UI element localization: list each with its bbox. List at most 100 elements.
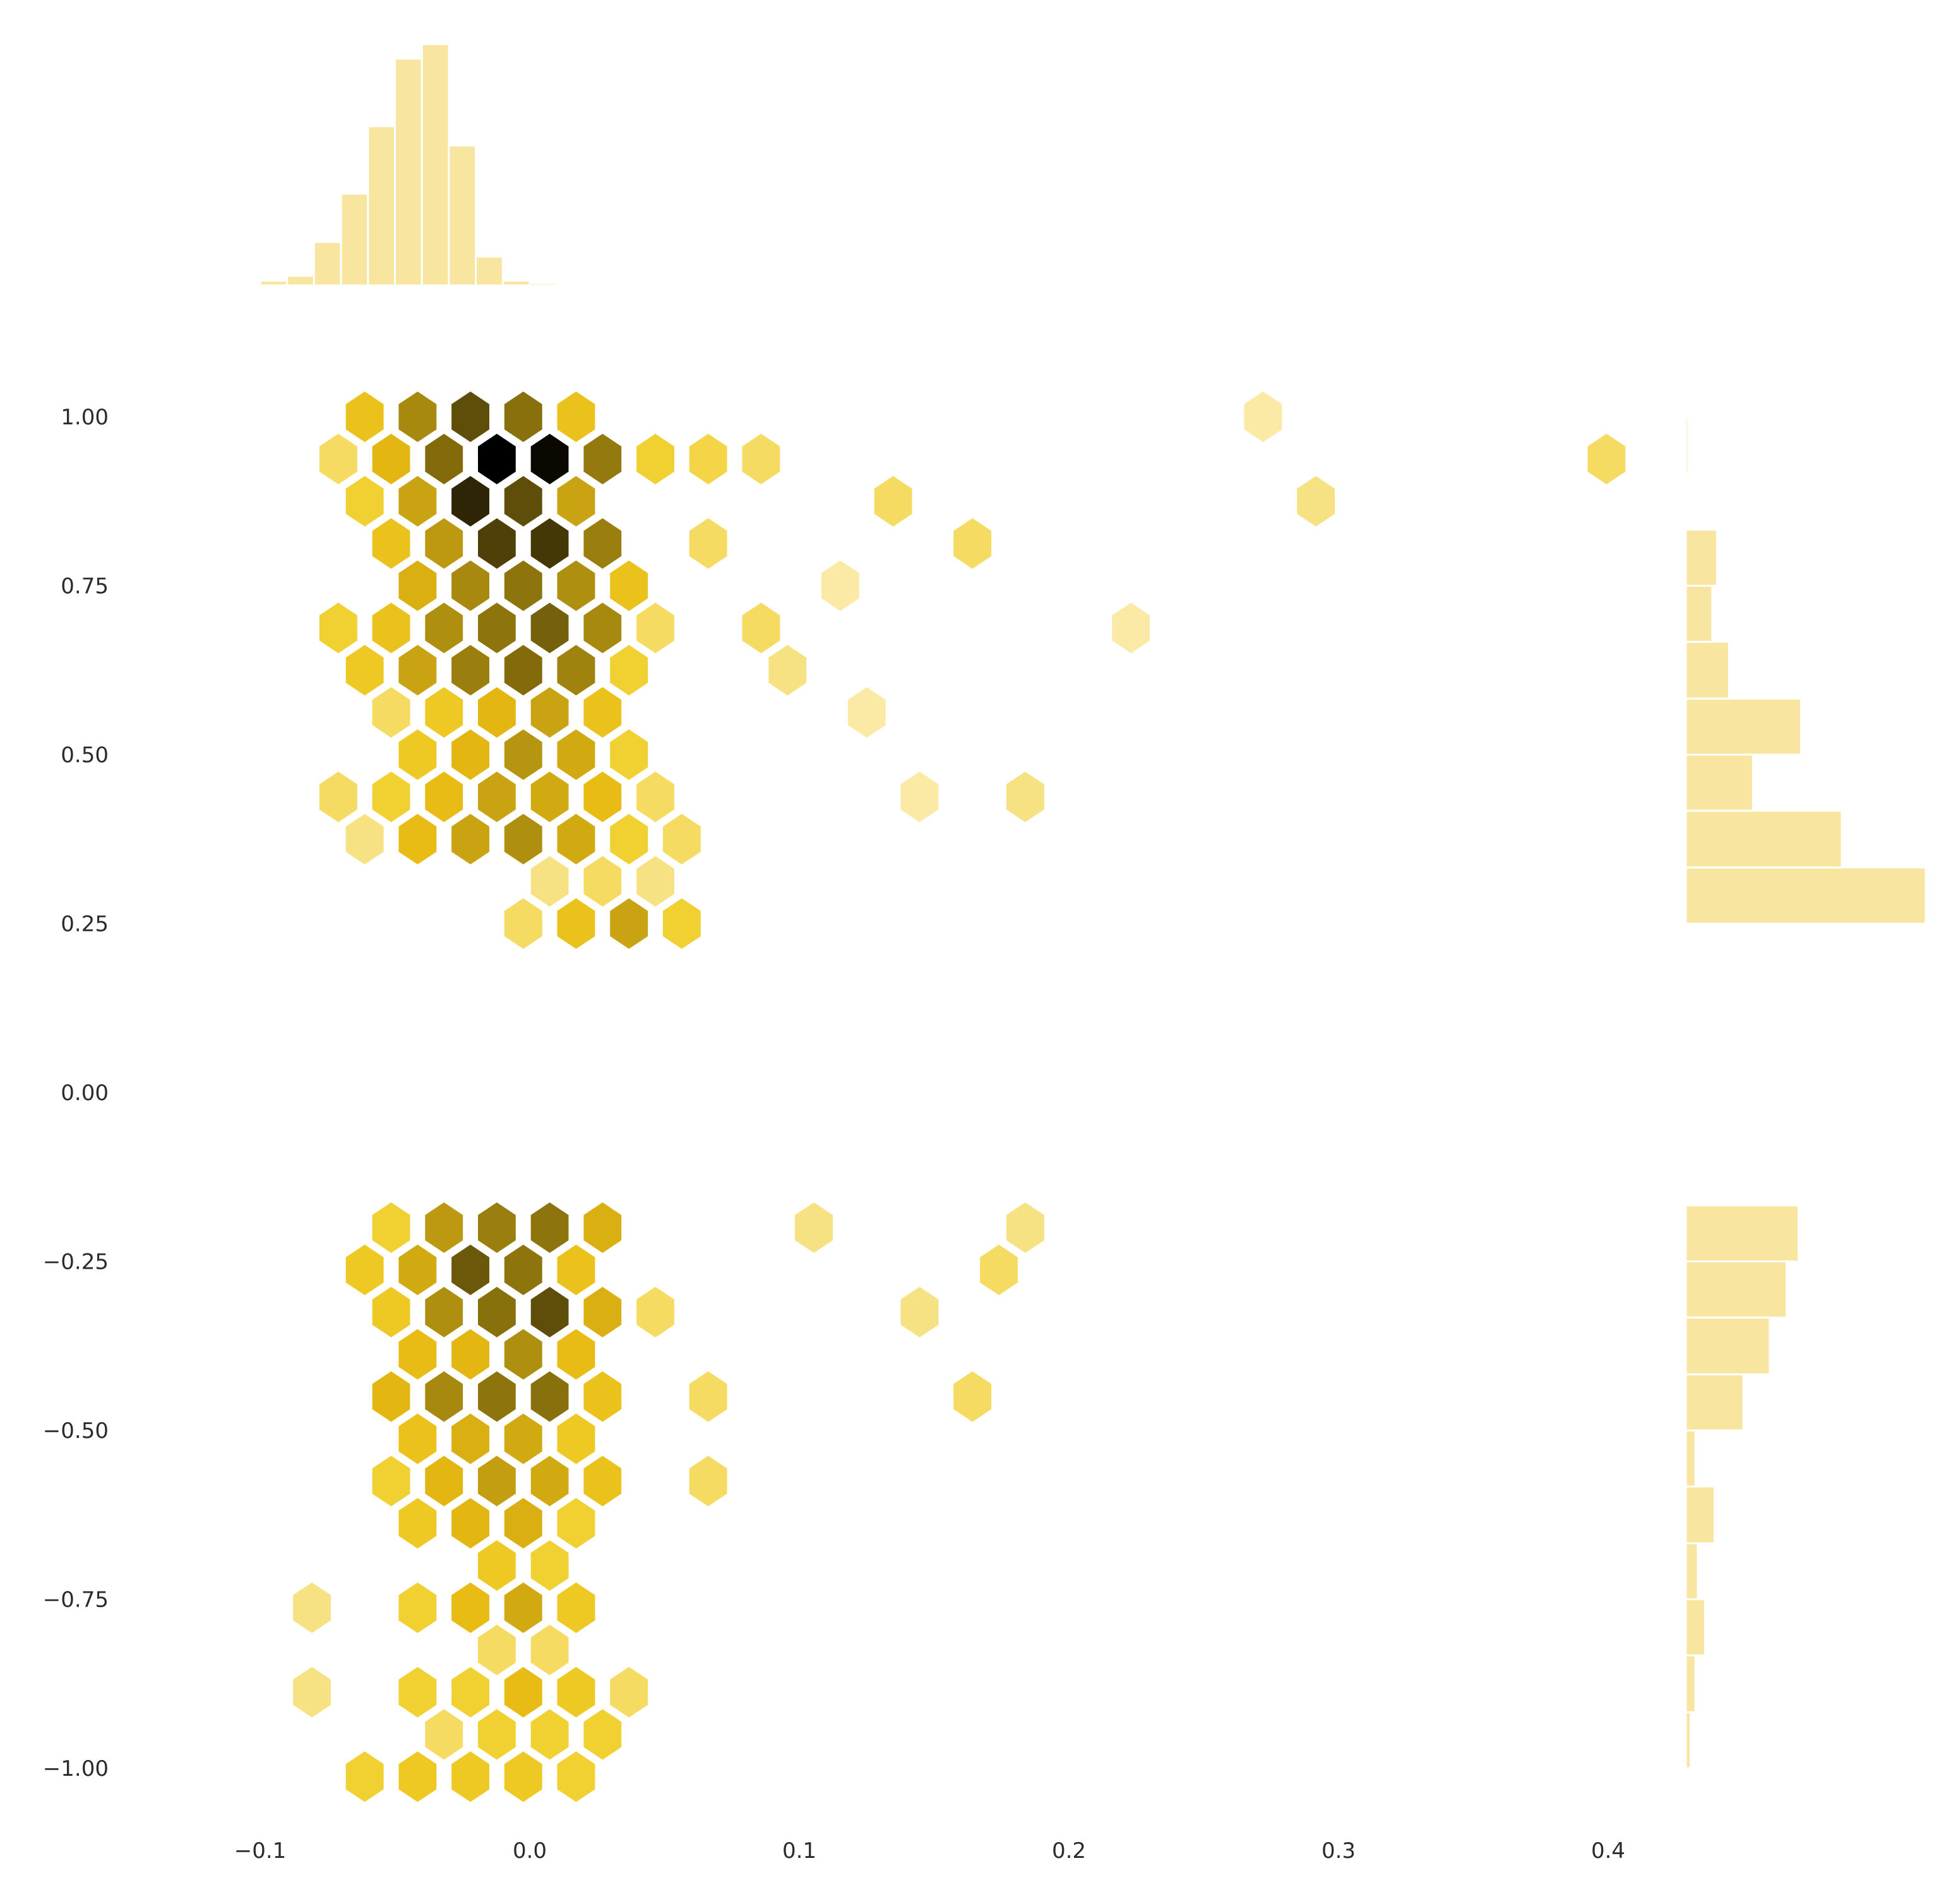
hexbin-cell (557, 1667, 595, 1718)
hexbin-cell (530, 1456, 569, 1507)
hexbin-cell (557, 1751, 595, 1802)
x-tick-label: −0.1 (234, 1838, 287, 1864)
hexbin-cell (1112, 602, 1150, 654)
marginal-x-bar (286, 275, 315, 287)
marginal-x-bar (394, 57, 423, 287)
hexbin-cell (425, 433, 463, 484)
hexbin-cell (530, 1286, 569, 1338)
hexbin-cell (557, 1329, 595, 1380)
hexbin-cell (451, 1498, 489, 1549)
x-axis-ticks: −0.1 0.0 0.1 0.2 0.3 0.4 (234, 1838, 1625, 1864)
hexbin-cell (398, 1329, 437, 1380)
hexbin-cell (583, 1286, 622, 1338)
hexbin-cell (557, 392, 595, 442)
hexbin-cell (478, 771, 516, 822)
hexbin-cell (504, 392, 542, 442)
marginal-y-bar (1685, 640, 1730, 700)
hexbin-cell (504, 560, 542, 611)
x-tick-label: 0.4 (1591, 1838, 1625, 1864)
y-tick-label: 0.50 (61, 743, 109, 768)
hexbin-cell (530, 433, 569, 484)
x-tick-label: 0.1 (782, 1838, 816, 1864)
hexbin-cell (398, 645, 437, 696)
hexbin-cell (610, 813, 648, 865)
hexbin-cell (610, 560, 648, 611)
hexbin-cell (557, 898, 595, 949)
hexbin-cell (900, 771, 939, 822)
hexbin-cell (478, 1286, 516, 1338)
hexbin-cell (372, 771, 410, 822)
hexbin-cell (478, 602, 516, 654)
marginal-x-bar (340, 193, 369, 287)
y-tick-label: −0.50 (43, 1418, 109, 1444)
hexbin-cell (530, 856, 569, 907)
hexbin-cell (425, 771, 463, 822)
marginal-y-bar (1685, 585, 1714, 643)
hexbin-cell (293, 1667, 331, 1718)
hexbin-cell (583, 1202, 622, 1253)
hexbin-cell (319, 771, 357, 822)
hexbin-cell (478, 1624, 516, 1675)
hexbin-cell (451, 1582, 489, 1633)
hexbin-cell (293, 1582, 331, 1633)
hexbin-cell (425, 602, 463, 654)
y-tick-label: −0.75 (43, 1588, 109, 1613)
hexbin-cell (425, 1456, 463, 1507)
hexbin-cell (319, 433, 357, 484)
hexbin-cell (478, 1202, 516, 1253)
hexbin-cell (345, 1751, 384, 1802)
hexbin-cell (557, 476, 595, 527)
marginal-y-histogram (1685, 416, 1927, 1769)
hexbin-cell (742, 433, 780, 484)
hexbin-cell (689, 518, 727, 569)
marginal-y-bar (1685, 472, 1689, 531)
hexbin-cell (557, 813, 595, 865)
hexbin-cell (478, 687, 516, 738)
hexbin-cell (504, 1498, 542, 1549)
hexbin-cell (451, 392, 489, 442)
y-tick-label: −0.25 (43, 1250, 109, 1275)
hexbin-cell (953, 518, 992, 569)
hexbin-cell (451, 729, 489, 780)
marginal-y-bar (1685, 1260, 1788, 1319)
hexbin-cell (530, 687, 569, 738)
hexbin-cell (530, 771, 569, 822)
hexbin-cell (478, 1540, 516, 1591)
hexbin-cell (398, 560, 437, 611)
hexbin-cell (345, 1244, 384, 1295)
hexbin-cell (398, 1582, 437, 1633)
hexbin-cell (504, 1244, 542, 1295)
hexbin-cell (821, 560, 859, 611)
marginal-y-bar (1685, 1316, 1771, 1375)
x-tick-label: 0.3 (1322, 1838, 1356, 1864)
hexbin-cell (689, 1456, 727, 1507)
hexbin-cell (530, 1202, 569, 1253)
hexbin-cell (504, 1329, 542, 1380)
hexbin-cell (451, 813, 489, 865)
hexbin-cell (425, 1202, 463, 1253)
hexbin-cell (530, 602, 569, 654)
hexbin-cell (451, 1751, 489, 1802)
hexbin-cell (1006, 771, 1044, 822)
hexbin-cell (900, 1286, 939, 1338)
hexbin-cell (398, 729, 437, 780)
hexbin-cell (398, 1244, 437, 1295)
hexbin-cell (530, 1709, 569, 1760)
marginal-y-bar (1685, 810, 1843, 869)
marginal-x-bar (448, 144, 477, 287)
hexbin-cell (742, 602, 780, 654)
y-tick-label: 0.00 (61, 1081, 109, 1106)
marginal-x-histogram (259, 43, 639, 287)
hexbin-cell (636, 602, 674, 654)
hexbin-cell (583, 433, 622, 484)
marginal-y-bar (1685, 529, 1718, 587)
hexbin-cell (451, 1329, 489, 1380)
hexbin-cell (530, 518, 569, 569)
hexbin-cell (504, 645, 542, 696)
hexbin-cell (530, 1371, 569, 1422)
x-tick-label: 0.2 (1052, 1838, 1086, 1864)
hexbin-cell (636, 433, 674, 484)
hexbin-cell (372, 433, 410, 484)
hexbin-cell (398, 392, 437, 442)
hexbin-cell (583, 771, 622, 822)
